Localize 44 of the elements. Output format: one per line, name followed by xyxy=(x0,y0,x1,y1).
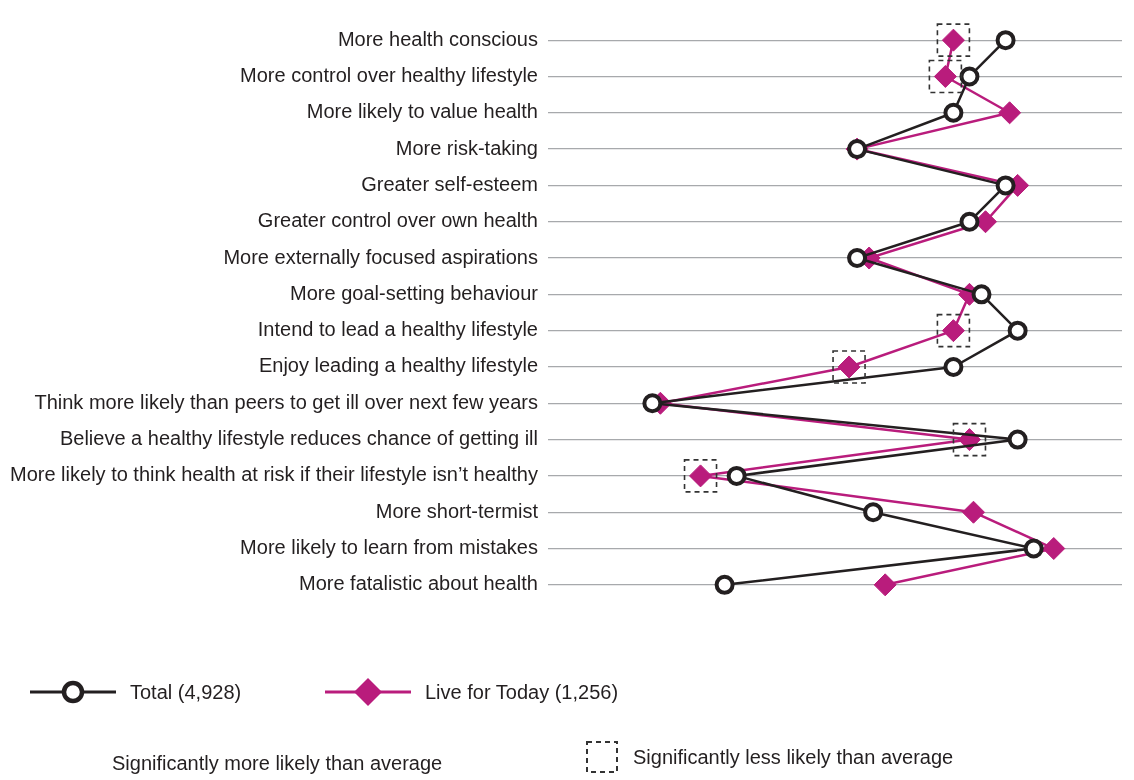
point xyxy=(995,30,1016,51)
legend-label: Total (4,928) xyxy=(130,680,242,704)
point xyxy=(1023,538,1044,559)
y-tick-label: More likely to value health xyxy=(306,100,538,123)
point xyxy=(959,211,980,232)
point xyxy=(642,393,663,414)
y-tick-label: More control over healthy lifestyle xyxy=(240,63,538,86)
y-tick-label: More likely to learn from mistakes xyxy=(240,536,538,559)
y-tick-label: Greater control over own health xyxy=(257,209,538,232)
y-tick-label: Greater self-esteem xyxy=(361,172,538,195)
point xyxy=(683,459,718,493)
point xyxy=(998,101,1022,125)
y-tick-label: More fatalistic about health xyxy=(298,572,538,595)
point xyxy=(847,248,868,269)
legend-label: Live for Today (1,256) xyxy=(425,680,619,704)
point xyxy=(995,175,1016,196)
point xyxy=(726,465,747,486)
point xyxy=(952,422,987,457)
point xyxy=(1042,537,1066,561)
text: Significantly more likely than average xyxy=(112,752,443,775)
y-tick-label: More short-termist xyxy=(375,499,539,522)
y-tick-label: More externally focused aspirations xyxy=(223,245,538,268)
point xyxy=(1007,320,1028,341)
y-tick-label: Believe a healthy lifestyle reduces chance of getting ill xyxy=(59,427,538,450)
y-tick-label: More goal-setting behaviour xyxy=(290,281,539,304)
y-tick-label: More likely to think health at risk if their lifestyle isn’t healthy xyxy=(10,463,538,486)
y-tick-label: More health conscious xyxy=(337,27,538,50)
legend-label: Significantly less likely than average xyxy=(633,745,954,769)
y-tick-label: Enjoy leading a healthy lifestyle xyxy=(258,354,538,377)
point xyxy=(1007,429,1028,450)
point xyxy=(863,502,884,523)
y-tick-label: Think more likely than peers to get ill over next few years xyxy=(34,390,538,413)
point xyxy=(873,573,897,597)
point xyxy=(961,500,985,524)
point xyxy=(943,356,964,377)
point xyxy=(928,59,963,94)
point xyxy=(936,313,971,348)
point xyxy=(936,23,971,57)
y-tick-label: More risk-taking xyxy=(395,136,538,159)
point xyxy=(971,284,992,305)
point xyxy=(714,574,735,595)
point xyxy=(959,66,980,87)
point xyxy=(943,102,964,123)
y-tick-label: Intend to lead a healthy lifestyle xyxy=(257,318,538,341)
